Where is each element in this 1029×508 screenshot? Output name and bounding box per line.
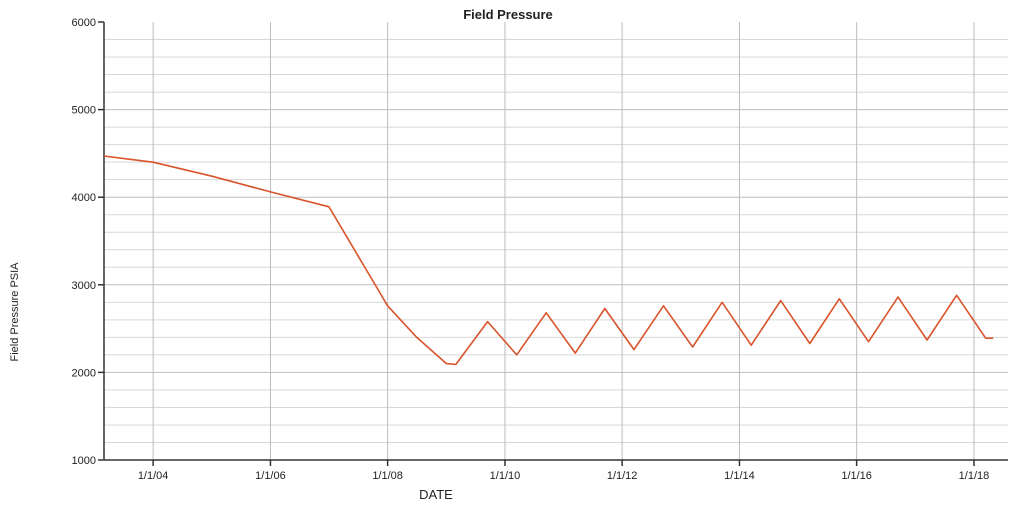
- x-tick-label: 1/1/18: [959, 470, 990, 482]
- x-tick-label: 1/1/16: [841, 470, 872, 482]
- y-tick-label: 3000: [72, 280, 96, 292]
- grid-lines: [104, 22, 1008, 460]
- y-tick-label: 4000: [72, 192, 96, 204]
- y-tick-label: 1000: [72, 455, 96, 467]
- y-tick-label: 2000: [72, 367, 96, 379]
- x-tick-label: 1/1/10: [490, 470, 521, 482]
- x-tick-label: 1/1/08: [372, 470, 403, 482]
- series-line: [103, 155, 994, 366]
- axes: [103, 22, 1008, 461]
- x-ticks: 1/1/04 1/1/06 1/1/08 1/1/10 1/1/12 1/1/14 1/1/…: [138, 460, 989, 482]
- x-tick-label: 1/1/12: [607, 470, 638, 482]
- series: [103, 155, 994, 366]
- y-axis-label: Field Pressure PSIA: [9, 262, 21, 362]
- chart-title: Field Pressure: [463, 7, 553, 22]
- x-tick-label: 1/1/04: [138, 470, 169, 482]
- x-tick-label: 1/1/14: [724, 470, 755, 482]
- y-ticks: 1000 2000 3000 4000 5000 6000: [72, 17, 104, 467]
- x-tick-label: 1/1/06: [255, 470, 286, 482]
- y-tick-label: 6000: [72, 17, 96, 29]
- x-axis-label: DATE: [419, 487, 453, 502]
- y-tick-label: 5000: [72, 105, 96, 117]
